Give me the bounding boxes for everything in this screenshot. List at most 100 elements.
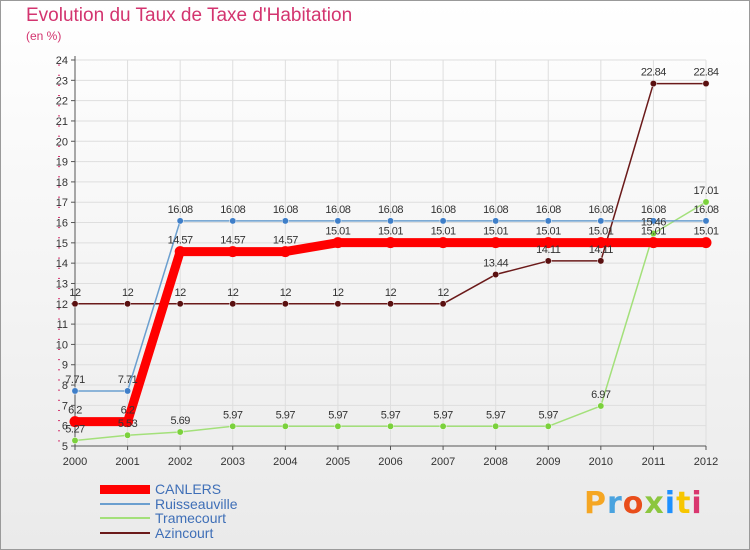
data-point-azincourt: [334, 300, 342, 308]
y-tick-label: 22: [56, 96, 68, 108]
data-label-tramecourt: 5.97: [276, 409, 296, 421]
data-label-azincourt: 22.84: [641, 67, 666, 79]
data-label-canlers: 15.01: [378, 226, 403, 238]
data-point-canlers: [69, 416, 81, 428]
legend-swatch: [100, 531, 150, 534]
data-label-ruisseauville: 16.08: [168, 204, 193, 216]
data-point-ruisseauville: [229, 217, 237, 225]
data-label-tramecourt: 5.97: [328, 409, 348, 421]
proxiti-logo: Proxiti: [584, 486, 703, 521]
data-point-canlers: [595, 237, 607, 249]
data-label-azincourt: 12: [437, 287, 449, 299]
data-label-canlers: 6.2: [121, 405, 135, 417]
logo-letter: i: [664, 486, 677, 521]
x-tick-label: 2002: [168, 456, 192, 468]
y-tick-label: 20: [56, 136, 68, 148]
x-tick-label: 2000: [63, 456, 87, 468]
logo-letter: r: [607, 486, 623, 521]
data-label-tramecourt: 5.27: [65, 424, 85, 436]
legend-label: CANLERS: [155, 481, 222, 497]
data-point-tramecourt: [387, 422, 394, 430]
data-point-tramecourt: [702, 198, 710, 206]
chart-subtitle: (en %): [26, 29, 62, 43]
data-point-canlers: [700, 237, 712, 249]
data-point-canlers: [122, 416, 134, 428]
legend-item-tramecourt: Tramecourt: [100, 510, 300, 526]
data-point-ruisseauville: [649, 217, 657, 225]
data-label-tramecourt: 15.46: [641, 216, 666, 228]
y-tick-label: 8: [62, 380, 68, 392]
x-tick-label: 2001: [115, 456, 139, 468]
data-point-azincourt: [176, 300, 184, 308]
data-label-azincourt: 12: [280, 287, 292, 299]
data-label-tramecourt: 5.53: [118, 418, 138, 430]
data-point-canlers: [437, 237, 449, 249]
x-tick-label: 2003: [221, 456, 245, 468]
data-point-tramecourt: [229, 422, 237, 430]
data-point-ruisseauville: [597, 217, 605, 225]
data-point-tramecourt: [492, 422, 500, 430]
data-label-ruisseauville: 16.08: [483, 204, 508, 216]
data-point-ruisseauville: [544, 217, 552, 225]
data-label-canlers: 14.57: [273, 235, 298, 247]
data-point-tramecourt: [649, 230, 657, 237]
legend-item-ruisseauville: Ruisseauville: [100, 496, 300, 512]
legend-item-azincourt: Azincourt: [100, 525, 300, 541]
data-label-tramecourt: 17.01: [693, 185, 718, 197]
data-point-azincourt: [124, 300, 132, 308]
data-point-azincourt: [649, 80, 657, 88]
data-label-ruisseauville: 16.08: [431, 204, 456, 216]
y-tick-label: 17: [56, 197, 68, 209]
data-point-tramecourt: [334, 422, 342, 430]
data-label-ruisseauville: 7.71: [65, 374, 85, 386]
chart-legend: CANLERS Ruisseauville Tramecourt Azincourt: [100, 481, 300, 541]
data-label-canlers: 15.01: [536, 226, 561, 238]
y-tick-label: 18: [56, 177, 68, 189]
data-point-azincourt: [229, 300, 237, 308]
data-label-azincourt: 22.84: [693, 67, 718, 79]
data-label-azincourt: 12: [69, 287, 81, 299]
data-label-canlers: 15.01: [431, 226, 456, 238]
legend-swatch: [100, 484, 150, 494]
logo-letter: o: [622, 486, 645, 521]
data-label-tramecourt: 5.69: [170, 415, 190, 427]
data-label-ruisseauville: 16.08: [588, 204, 613, 216]
data-label-ruisseauville: 16.08: [325, 204, 350, 216]
data-point-canlers: [490, 237, 502, 249]
data-label-tramecourt: 6.97: [591, 389, 611, 401]
data-point-canlers: [647, 237, 659, 249]
data-point-azincourt: [281, 300, 289, 308]
data-point-tramecourt: [544, 422, 552, 430]
data-label-tramecourt: 5.97: [223, 409, 243, 421]
y-tick-label: 13: [56, 278, 68, 290]
data-point-ruisseauville: [71, 387, 79, 395]
data-point-ruisseauville: [281, 217, 289, 225]
data-label-ruisseauville: 16.08: [378, 204, 403, 216]
data-point-ruisseauville: [387, 217, 394, 225]
data-point-canlers: [227, 246, 239, 258]
data-label-canlers: 15.01: [325, 226, 350, 238]
x-tick-label: 2012: [694, 456, 718, 468]
data-label-ruisseauville: 16.08: [220, 204, 245, 216]
y-tick-label: 6: [62, 421, 68, 433]
data-label-tramecourt: 5.97: [381, 409, 401, 421]
data-label-canlers: 15.01: [483, 226, 508, 238]
y-tick-label: 15: [56, 238, 68, 250]
x-tick-label: 2008: [483, 456, 507, 468]
data-point-azincourt: [387, 300, 394, 308]
data-point-tramecourt: [597, 402, 605, 410]
legend-swatch: [100, 517, 150, 519]
data-point-tramecourt: [71, 437, 79, 444]
data-point-canlers: [174, 246, 186, 258]
data-point-tramecourt: [176, 428, 184, 436]
data-point-tramecourt: [281, 422, 289, 430]
logo-letter: x: [644, 486, 665, 521]
x-tick-label: 2005: [326, 456, 350, 468]
data-label-azincourt: 14.11: [589, 244, 614, 256]
x-tick-label: 2007: [431, 456, 455, 468]
data-point-tramecourt: [439, 422, 447, 430]
y-tick-label: 21: [56, 116, 68, 128]
data-point-azincourt: [702, 80, 710, 88]
data-point-azincourt: [544, 257, 552, 265]
